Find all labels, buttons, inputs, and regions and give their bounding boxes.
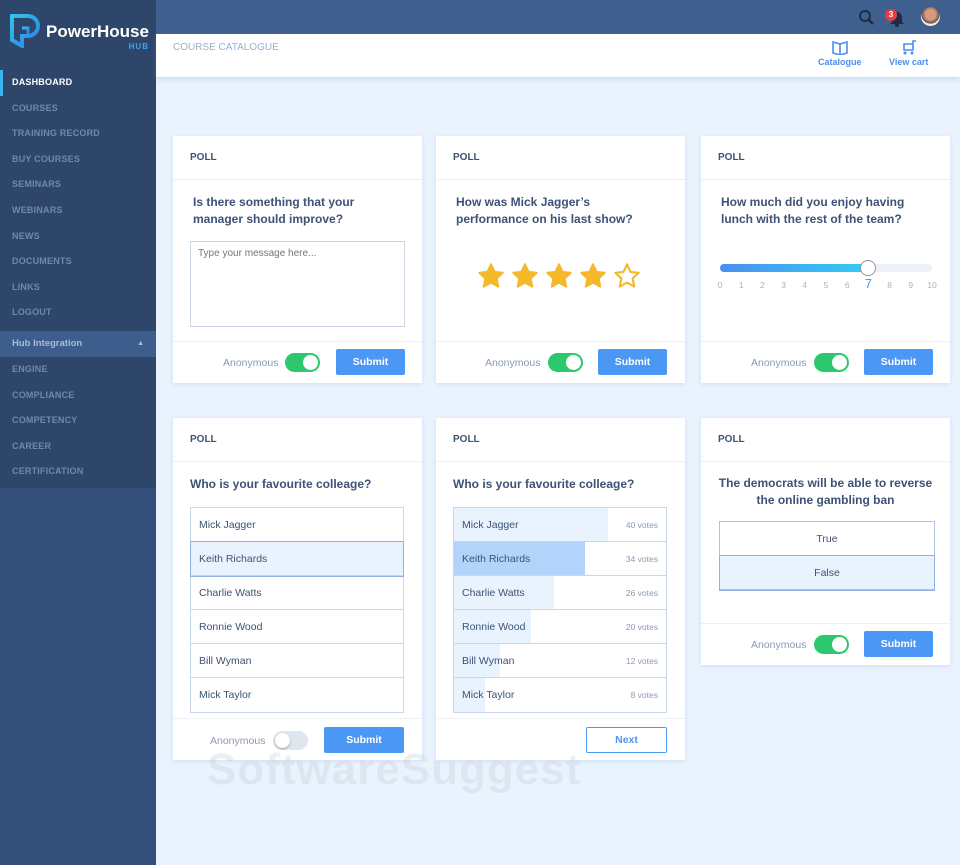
poll-card-results: POLL Who is your favourite colleage? Mic… — [436, 418, 685, 760]
topbar: 3 — [156, 0, 960, 34]
submit-button[interactable]: Submit — [336, 349, 405, 375]
sidebar-item-documents[interactable]: DOCUMENTS — [12, 256, 72, 267]
sidebar: PowerHouse HUB DASHBOARD COURSES TRAINING … — [0, 0, 156, 865]
star-filled-icon[interactable] — [545, 262, 573, 290]
watermark: SoftwareSuggest — [207, 745, 582, 794]
anonymous-toggle[interactable] — [285, 353, 320, 372]
logo[interactable]: PowerHouse HUB — [10, 14, 149, 51]
next-button[interactable]: Next — [586, 727, 667, 753]
result-bar — [454, 508, 609, 541]
sidebar-item-training-record[interactable]: TRAINING RECORD — [12, 128, 100, 139]
slider-tick: 0 — [717, 280, 723, 290]
poll-option-true[interactable]: True — [720, 522, 934, 556]
poll-option[interactable]: Ronnie Wood — [191, 610, 403, 644]
poll-card-manager: POLL Is there something that your manage… — [173, 136, 422, 383]
submit-button[interactable]: Submit — [324, 727, 404, 753]
result-row: Keith Richards 34 votes — [454, 542, 666, 576]
sidebar-item-seminars[interactable]: SEMINARS — [12, 179, 62, 190]
poll-option[interactable]: Mick Jagger — [191, 508, 403, 542]
poll-card-rating: POLL How was Mick Jagger’s performance o… — [436, 136, 685, 383]
slider-tick: 3 — [781, 280, 786, 290]
sidebar-item-links[interactable]: LINKS — [12, 281, 40, 292]
slider-track[interactable] — [720, 260, 932, 276]
anonymous-toggle[interactable] — [273, 731, 308, 750]
anonymous-toggle[interactable] — [814, 353, 849, 372]
star-filled-icon[interactable] — [477, 262, 505, 290]
star-filled-icon[interactable] — [511, 262, 539, 290]
logo-icon — [10, 14, 40, 48]
result-row: Mick Jagger 40 votes — [454, 508, 666, 542]
sidebar-item-certification[interactable]: CERTIFICATION — [12, 466, 84, 477]
slider-tick: 9 — [908, 280, 914, 290]
result-row: Charlie Watts 26 votes — [454, 576, 666, 610]
star-rating[interactable] — [477, 262, 641, 290]
sidebar-item-competency[interactable]: COMPETENCY — [12, 415, 78, 426]
poll-option[interactable]: Mick Taylor — [199, 689, 252, 701]
option-list: Mick Jagger Keith Richards Charlie Watts Ro… — [190, 507, 404, 713]
slider-tick: 8 — [887, 280, 892, 290]
message-input[interactable] — [190, 241, 405, 327]
result-row: Mick Taylor 8 votes — [454, 678, 666, 712]
sidebar-item-courses[interactable]: COURSES — [12, 102, 58, 113]
sidebar-item-buy-courses[interactable]: BUY COURSES — [12, 153, 81, 164]
poll-option[interactable]: Bill Wyman — [191, 644, 403, 678]
sidebar-group-hub-integration[interactable]: Hub Integration ▲ — [0, 330, 156, 357]
slider-tick: 2 — [760, 280, 765, 290]
slider-tick: 10 — [927, 280, 937, 290]
result-bar — [454, 576, 555, 609]
option-list: True False — [719, 521, 935, 591]
slider-tick: 1 — [738, 280, 744, 290]
result-row: Ronnie Wood 20 votes — [454, 610, 666, 644]
sidebar-item-logout[interactable]: LOGOUT — [12, 307, 52, 318]
header: COURSE CATALOGUE Catalogue View cart — [156, 34, 960, 77]
catalogue-button[interactable]: Catalogue — [818, 40, 862, 67]
sidebar-item-compliance[interactable]: COMPLIANCE — [12, 389, 75, 400]
sidebar-item-career[interactable]: CAREER — [12, 440, 52, 451]
anonymous-toggle[interactable] — [814, 635, 849, 654]
sidebar-item-webinars[interactable]: WEBINARS — [12, 204, 63, 215]
result-bar — [454, 644, 501, 677]
slider-tick: 6 — [844, 280, 850, 290]
submit-button[interactable]: Submit — [598, 349, 667, 375]
poll-card-slider: POLL How much did you enjoy having lunch… — [701, 136, 950, 383]
sidebar-item-engine[interactable]: ENGINE — [12, 363, 48, 374]
poll-card-colleague: POLL Who is your favourite colleage? Mic… — [173, 418, 422, 760]
sidebar-item-dashboard[interactable]: DASHBOARD — [0, 70, 156, 96]
slider-tick: 4 — [802, 280, 808, 290]
star-filled-icon[interactable] — [579, 262, 607, 290]
book-icon — [831, 40, 848, 55]
submit-button[interactable]: Submit — [864, 631, 933, 657]
slider-tick: 7 — [864, 276, 873, 291]
slider-tick: 5 — [823, 280, 829, 290]
poll-option-false[interactable]: False — [719, 555, 935, 591]
slider-handle[interactable] — [860, 260, 877, 276]
notification-badge: 3 — [885, 9, 897, 21]
poll-card-true-false: POLL The democrats will be able to rever… — [701, 418, 950, 665]
search-icon[interactable] — [858, 9, 875, 26]
result-bar — [454, 610, 532, 643]
result-row: Bill Wyman 12 votes — [454, 644, 666, 678]
poll-option[interactable]: Charlie Watts — [191, 576, 403, 610]
sidebar-item-news[interactable]: NEWS — [12, 230, 40, 241]
sidebar-nav: DASHBOARD COURSES TRAINING RECORD BUY COURS… — [0, 70, 156, 485]
results-list: Mick Jagger 40 votes Keith Richards 34 vote… — [453, 507, 667, 713]
result-bar — [454, 542, 586, 575]
slider-fill — [720, 264, 869, 272]
slider-ticks: 0 1 2 3 4 5 6 7 8 9 10 — [717, 276, 937, 294]
poll-option[interactable]: Keith Richards — [190, 541, 404, 577]
cart-icon — [902, 40, 916, 55]
submit-button[interactable]: Submit — [864, 349, 933, 375]
avatar[interactable] — [921, 7, 940, 26]
breadcrumb: COURSE CATALOGUE — [173, 42, 279, 53]
result-bar — [454, 678, 485, 712]
caret-up-icon: ▲ — [137, 339, 144, 347]
view-cart-button[interactable]: View cart — [889, 40, 928, 67]
star-empty-icon[interactable] — [613, 262, 641, 290]
anonymous-toggle[interactable] — [548, 353, 583, 372]
